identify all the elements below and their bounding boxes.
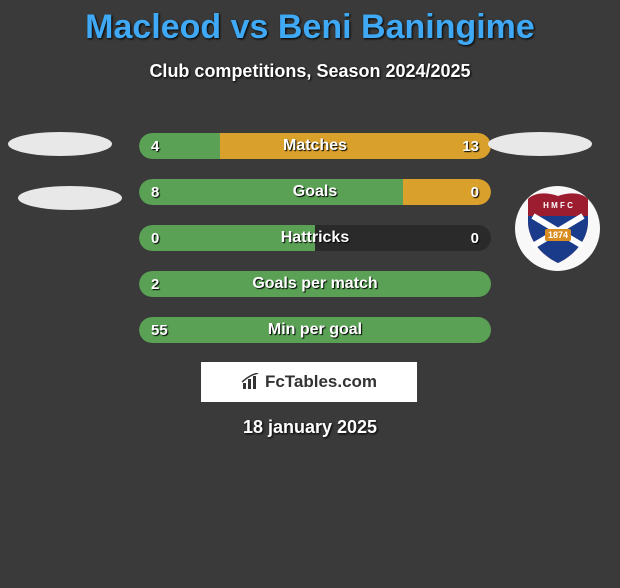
date-label: 18 january 2025 (0, 417, 620, 438)
bar-label: Hattricks (139, 225, 491, 251)
svg-text:H M F C: H M F C (543, 201, 573, 210)
comparison-chart: 413Matches 80Goals 00Hattricks 2Goals per m… (139, 133, 491, 363)
shield-icon: 1874 H M F C (523, 191, 593, 266)
bar-label: Goals (139, 179, 491, 205)
placeholder-ellipse (488, 132, 592, 156)
placeholder-ellipse (18, 186, 122, 210)
svg-text:1874: 1874 (547, 230, 567, 240)
bar-label: Min per goal (139, 317, 491, 343)
bar-label: Matches (139, 133, 491, 159)
bar-label: Goals per match (139, 271, 491, 297)
placeholder-ellipse (8, 132, 112, 156)
bar-row: 2Goals per match (139, 271, 491, 297)
bar-row: 413Matches (139, 133, 491, 159)
brand-text: FcTables.com (265, 372, 377, 392)
chart-icon (241, 373, 261, 391)
bar-row: 55Min per goal (139, 317, 491, 343)
subtitle: Club competitions, Season 2024/2025 (0, 61, 620, 82)
bar-row: 80Goals (139, 179, 491, 205)
brand-logo: FcTables.com (201, 362, 417, 402)
bar-row: 00Hattricks (139, 225, 491, 251)
page-title: Macleod vs Beni Baningime (0, 8, 620, 47)
club-crest: 1874 H M F C (515, 186, 600, 271)
